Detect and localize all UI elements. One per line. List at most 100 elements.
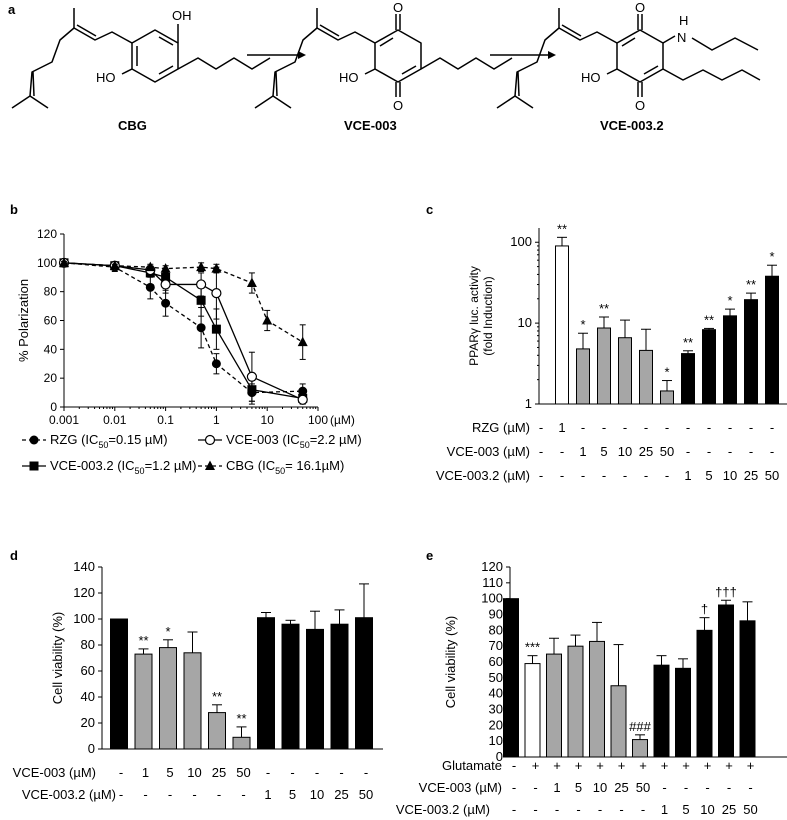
treatment-cell: - xyxy=(770,444,774,459)
data-point xyxy=(262,315,273,325)
bar-rect xyxy=(632,739,648,758)
treatment-cell: + xyxy=(725,758,733,773)
treatment-cell: 1 xyxy=(558,420,565,435)
bar-10: ** xyxy=(744,277,758,405)
legend-subscript: 50 xyxy=(98,440,108,450)
bar-rect xyxy=(765,275,779,405)
bar-rect xyxy=(696,629,713,758)
significance-label: ** xyxy=(138,633,148,648)
data-point xyxy=(211,359,221,369)
vce0032-name: VCE-003.2 xyxy=(600,118,664,133)
treatment-cell: - xyxy=(641,802,645,817)
x-tick-label: 100 xyxy=(308,413,328,427)
treatment-cell: 25 xyxy=(614,780,628,795)
treatment-cell: - xyxy=(217,787,221,802)
y-tick-label: 80 xyxy=(44,285,58,299)
treatment-cell: - xyxy=(533,802,537,817)
x-tick-label: 0.01 xyxy=(103,413,127,427)
bar-10 xyxy=(330,609,349,750)
treatment-cell: + xyxy=(575,758,583,773)
bar-rect xyxy=(134,653,153,750)
bar-9 xyxy=(675,658,691,758)
treatment-cell: 1 xyxy=(264,787,271,802)
data-point xyxy=(109,260,120,270)
data-point xyxy=(160,263,171,273)
significance-label: * xyxy=(664,365,669,380)
legend-item-vce-003-2: VCE-003.2 (IC50=1.2 µM) xyxy=(22,458,197,476)
vce003-name: VCE-003 xyxy=(344,118,397,133)
cbg-oh-left: HO xyxy=(96,70,116,85)
bar-2: *** xyxy=(524,640,541,758)
bar-7: ** xyxy=(681,335,695,405)
treatment-cell: 25 xyxy=(639,444,653,459)
bar-rect xyxy=(744,299,758,405)
legend-text: =0.15 µM) xyxy=(108,432,167,447)
y-tick-label: 40 xyxy=(489,686,503,701)
treatment-cell: - xyxy=(727,780,731,795)
treatment-cell: - xyxy=(539,444,543,459)
y-tick-label: 50 xyxy=(489,670,503,685)
treatment-row-label: Glutamate xyxy=(442,758,502,773)
legend-text: VCE-003.2 xyxy=(50,458,114,473)
treatment-cell: - xyxy=(749,444,753,459)
treatment-cell: - xyxy=(143,787,147,802)
treatment-cell: - xyxy=(619,802,623,817)
treatment-cell: + xyxy=(747,758,755,773)
treatment-cell: - xyxy=(119,787,123,802)
treatment-cell: - xyxy=(512,758,516,773)
treatment-cell: - xyxy=(364,765,368,780)
treatment-cell: 10 xyxy=(187,765,201,780)
bar-rect xyxy=(306,628,324,750)
data-point xyxy=(160,279,171,290)
treatment-cell: - xyxy=(539,468,543,483)
treatment-cell: 1 xyxy=(579,444,586,459)
treatment-cell: - xyxy=(539,420,543,435)
treatment-cell: - xyxy=(602,420,606,435)
y-axis-label: Cell viability (%) xyxy=(50,612,65,704)
treatment-row-3: VCE-003.2 (µM) - - - - - - -1 5 10 25 50 xyxy=(436,468,779,483)
significance-label: ** xyxy=(212,689,222,704)
treatment-cell: - xyxy=(241,787,245,802)
bar-rect xyxy=(589,640,605,758)
bar-rect xyxy=(355,617,373,750)
treatment-cell: 50 xyxy=(359,787,373,802)
treatment-cell: - xyxy=(512,802,516,817)
panel-label-b: b xyxy=(10,202,18,217)
data-point xyxy=(211,324,221,334)
bar-rect xyxy=(639,349,653,405)
bar-7: ### xyxy=(629,719,652,758)
x-tick-label: 10 xyxy=(261,413,275,427)
bar-rect xyxy=(555,245,569,405)
treatment-cell: + xyxy=(618,758,626,773)
treatment-cell: - xyxy=(728,420,732,435)
treatment-cell: - xyxy=(315,765,319,780)
legend-text: (IC xyxy=(254,458,275,473)
treatment-cell: - xyxy=(686,444,690,459)
series-line xyxy=(63,262,303,394)
bar-rect xyxy=(567,645,584,758)
treatment-cell: 25 xyxy=(212,765,226,780)
bar-8 xyxy=(281,619,300,750)
legend-marker xyxy=(29,435,39,445)
significance-label: ** xyxy=(704,312,714,327)
legend-label: VCE-003 (IC50=2.2 µM) xyxy=(226,432,362,450)
y-tick-label: 100 xyxy=(73,611,95,626)
treatment-cell: 50 xyxy=(765,468,779,483)
bar-12 xyxy=(739,601,756,758)
y-tick-label: 140 xyxy=(73,559,95,574)
treatment-cell: 1 xyxy=(142,765,149,780)
legend-text: = 16.1µM) xyxy=(285,458,344,473)
vce0032-o-top: O xyxy=(635,0,645,15)
treatment-cell: - xyxy=(684,780,688,795)
bar-11: ††† xyxy=(715,584,737,758)
y-tick-label: 100 xyxy=(481,591,503,606)
treatment-row-2: VCE-003.2 (µM) - - - - - -1 5 10 25 50 xyxy=(22,787,373,802)
bar-4 xyxy=(618,319,632,405)
legend-marker xyxy=(205,460,215,470)
bar-rect xyxy=(723,315,737,405)
treatment-cell: - xyxy=(644,468,648,483)
bar-11 xyxy=(355,583,373,750)
treatment-cell: 50 xyxy=(743,802,757,817)
legend-label: VCE-003.2 (IC50=1.2 µM) xyxy=(50,458,197,476)
